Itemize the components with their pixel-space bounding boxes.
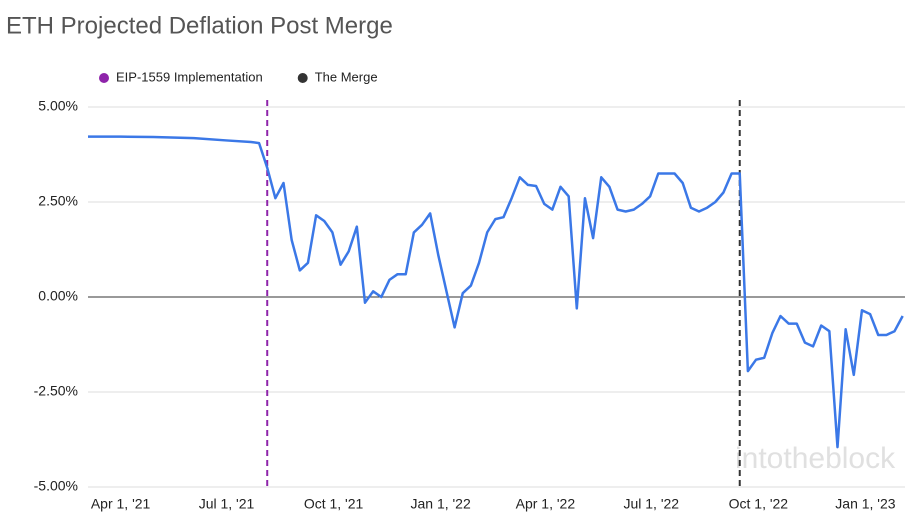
legend-marker <box>297 73 308 83</box>
y-tick-label: 5.00% <box>38 98 78 114</box>
legend-marker <box>99 73 109 83</box>
chart-title: ETH Projected Deflation Post Merge <box>6 12 393 39</box>
y-tick-label: -2.50% <box>34 383 78 399</box>
x-tick-label: Oct 1, '21 <box>304 496 364 512</box>
y-tick-label: -5.00% <box>34 478 78 494</box>
x-tick-label: Jul 1, '22 <box>623 496 679 512</box>
y-tick-label: 2.50% <box>38 193 78 209</box>
legend-label: EIP-1559 Implementation <box>116 69 263 84</box>
x-tick-label: Apr 1, '21 <box>91 496 151 512</box>
data-line <box>88 135 904 449</box>
x-tick-label: Oct 1, '22 <box>729 496 789 512</box>
x-tick-label: Jan 1, '23 <box>835 496 895 512</box>
y-tick-label: 0.00% <box>38 288 78 304</box>
watermark: intotheblock <box>735 442 896 475</box>
legend-label: The Merge <box>315 69 378 84</box>
x-tick-label: Apr 1, '22 <box>516 496 576 512</box>
x-tick-label: Jul 1, '21 <box>199 496 255 512</box>
x-tick-label: Jan 1, '22 <box>410 496 470 512</box>
